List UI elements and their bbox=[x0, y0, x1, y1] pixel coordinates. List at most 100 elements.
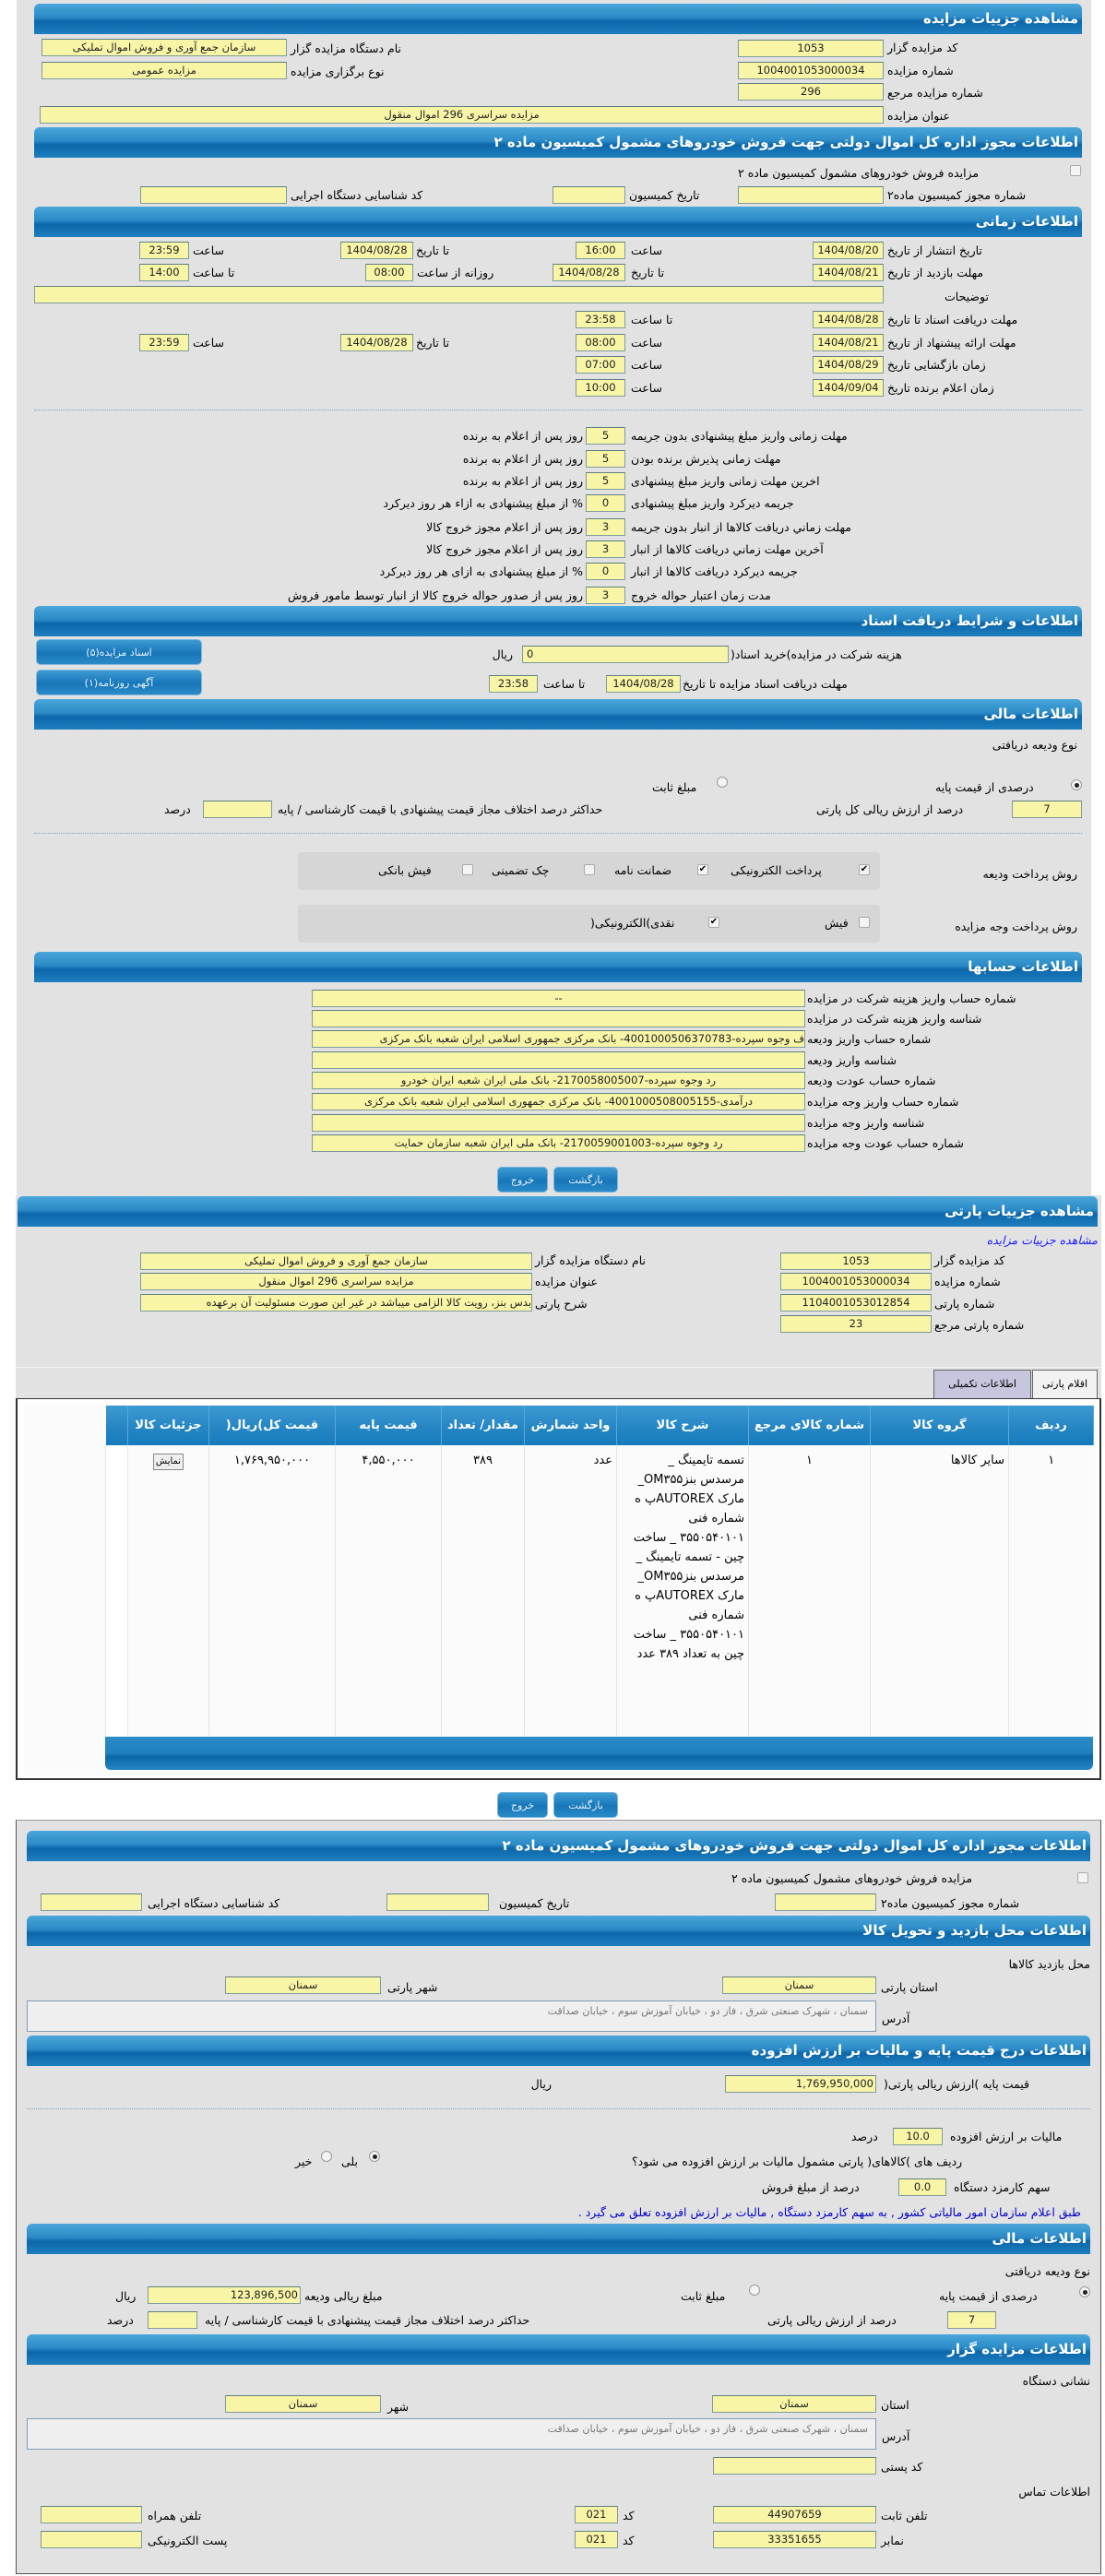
auction-title-field[interactable]: مزایده سراسری 296 اموال منقول bbox=[40, 106, 884, 124]
deposit-method-checkbox-guarantee[interactable]: ✔ bbox=[697, 864, 708, 875]
deadline-field[interactable]: 3 bbox=[586, 540, 625, 558]
deadline-field[interactable]: 5 bbox=[586, 427, 625, 445]
visit-from-field[interactable]: 1404/08/21 bbox=[813, 264, 884, 281]
permit2-date-field[interactable] bbox=[386, 1893, 489, 1911]
deadline-field[interactable]: 5 bbox=[586, 472, 625, 490]
publish-to-field[interactable]: 1404/08/28 bbox=[340, 242, 413, 259]
account-field[interactable] bbox=[312, 1010, 805, 1027]
party-code-field[interactable]: 1053 bbox=[780, 1252, 932, 1270]
delivery-address-field[interactable]: سمنان ، شهرک صنعتی شرق ، فاز دو ، خیابان… bbox=[27, 2000, 876, 2032]
offer-to-field[interactable]: 1404/08/28 bbox=[340, 334, 413, 351]
account-field[interactable] bbox=[312, 1114, 805, 1132]
docs-deadline-time-field[interactable]: 23:58 bbox=[576, 311, 625, 328]
docs-deadline-time-field[interactable]: 23:58 bbox=[489, 675, 538, 693]
deposit-method-checkbox-electronic[interactable]: ✔ bbox=[859, 864, 870, 875]
winner-date-field[interactable]: 1404/09/04 bbox=[813, 379, 884, 397]
party-org-field[interactable]: سازمان جمع آوری و فروش اموال تملیکی bbox=[140, 1252, 532, 1270]
offer-from-time-field[interactable]: 08:00 bbox=[576, 334, 625, 351]
permit-checkbox[interactable] bbox=[1070, 165, 1081, 176]
fixed-radio[interactable] bbox=[717, 777, 728, 788]
org-city-field[interactable]: سمنان bbox=[225, 2395, 381, 2413]
deposit-method-checkbox-cheque[interactable] bbox=[584, 864, 595, 875]
permit2-number-field[interactable] bbox=[775, 1893, 876, 1911]
open-time-field[interactable]: 07:00 bbox=[576, 356, 625, 374]
publish-to-time-field[interactable]: 23:59 bbox=[139, 242, 189, 259]
max-diff-field[interactable] bbox=[203, 801, 272, 818]
fax-code-field[interactable]: 021 bbox=[575, 2531, 618, 2548]
vat-yes-radio[interactable] bbox=[369, 2151, 380, 2162]
auction-code-field[interactable]: 1053 bbox=[738, 40, 884, 57]
phone-code-field[interactable]: 021 bbox=[575, 2506, 618, 2523]
auction-number-field[interactable]: 1004001053000034 bbox=[738, 62, 884, 79]
publish-from-time-field[interactable]: 16:00 bbox=[576, 242, 625, 259]
deadline-field[interactable]: 5 bbox=[586, 450, 625, 468]
offer-from-field[interactable]: 1404/08/21 bbox=[813, 334, 884, 351]
deposit-method-checkbox-bank-slip[interactable] bbox=[462, 864, 473, 875]
permit-date-field[interactable] bbox=[552, 186, 625, 204]
deposit-amount-field[interactable]: 123,896,500 bbox=[148, 2286, 301, 2304]
daily-to-field[interactable]: 14:00 bbox=[139, 264, 189, 281]
timing-desc-field[interactable] bbox=[34, 286, 884, 303]
docs-deadline-date-field[interactable]: 1404/08/28 bbox=[606, 675, 681, 693]
payment-method-checkbox-cash[interactable]: ✔ bbox=[708, 917, 719, 928]
auction-type-field[interactable]: مزایده عمومی bbox=[42, 62, 287, 79]
tab-party-items[interactable]: اقلام پارتی bbox=[1032, 1370, 1098, 1398]
party-desc-field[interactable]: بدس بنز، رویت کالا الزامی میباشد در غیر … bbox=[140, 1294, 532, 1312]
fax-field[interactable]: 33351655 bbox=[713, 2531, 876, 2548]
tab-supplementary[interactable]: اطلاعات تکمیلی bbox=[933, 1370, 1031, 1398]
fee-field[interactable]: 0.0 bbox=[898, 2178, 946, 2196]
finance2-percent-field[interactable]: 7 bbox=[947, 2311, 996, 2329]
exec-code-field[interactable] bbox=[140, 186, 287, 204]
party-ref-field[interactable]: 23 bbox=[780, 1315, 932, 1333]
account-field[interactable] bbox=[312, 1051, 805, 1069]
winner-time-field[interactable]: 10:00 bbox=[576, 379, 625, 397]
org-address-field[interactable]: سمنان ، شهرک صنعتی شرق ، فاز دو ، خیابان… bbox=[27, 2418, 876, 2450]
phone-field[interactable]: 44907659 bbox=[713, 2506, 876, 2523]
party-auction-number-field[interactable]: 1004001053000034 bbox=[780, 1273, 932, 1290]
show-details-button[interactable]: نمایش bbox=[152, 1454, 184, 1470]
open-date-field[interactable]: 1404/08/29 bbox=[813, 356, 884, 374]
account-field[interactable]: -- bbox=[312, 990, 805, 1007]
auction-org-field[interactable]: سازمان جمع آوری و فروش اموال تملیکی bbox=[42, 39, 287, 56]
deadline-field[interactable]: 3 bbox=[586, 518, 625, 536]
permit2-checkbox[interactable] bbox=[1077, 1872, 1088, 1883]
party-subtitle-link[interactable]: مشاهده جزیيات مزایده bbox=[986, 1233, 1098, 1247]
account-field[interactable]: رد وجوه سپرده-2170059001003- بانک ملی ای… bbox=[312, 1134, 805, 1152]
deadline-field[interactable]: 3 bbox=[586, 587, 625, 604]
exit-button[interactable]: خروج bbox=[497, 1167, 548, 1193]
account-field[interactable]: رد وجوه سپرده-2170058005007- بانک ملی ای… bbox=[312, 1072, 805, 1089]
auction-documents-button[interactable]: اسناد مزایده(۵) bbox=[36, 639, 202, 665]
finance2-percent-radio[interactable] bbox=[1079, 2286, 1090, 2297]
percent-radio[interactable] bbox=[1071, 779, 1082, 790]
visit-to-field[interactable]: 1404/08/28 bbox=[552, 264, 625, 281]
permit-number-field[interactable] bbox=[738, 186, 884, 204]
mobile-field[interactable] bbox=[41, 2506, 142, 2523]
deadline-field[interactable]: 0 bbox=[586, 494, 625, 512]
newspaper-ad-button[interactable]: آگهی روزنامه(۱) bbox=[36, 670, 202, 695]
deposit-percent-field[interactable]: 7 bbox=[1012, 801, 1082, 818]
deadline-field[interactable]: 0 bbox=[586, 563, 625, 580]
delivery-province-field[interactable]: سمنان bbox=[722, 1977, 876, 1994]
party-number-field[interactable]: 1104001053012854 bbox=[780, 1294, 932, 1312]
daily-from-field[interactable]: 08:00 bbox=[365, 264, 413, 281]
delivery-city-field[interactable]: سمنان bbox=[225, 1977, 381, 1994]
permit2-exec-code-field[interactable] bbox=[41, 1893, 142, 1911]
publish-from-field[interactable]: 1404/08/20 bbox=[813, 242, 884, 259]
vat-field[interactable]: 10.0 bbox=[893, 2128, 943, 2145]
base-price-field[interactable]: 1,769,950,000 bbox=[725, 2075, 876, 2093]
offer-to-time-field[interactable]: 23:59 bbox=[139, 334, 189, 351]
finance2-max-diff-field[interactable] bbox=[148, 2311, 197, 2329]
party-title-field[interactable]: مزایده سراسری 296 اموال منقول bbox=[140, 1273, 532, 1290]
vat-no-radio[interactable] bbox=[321, 2151, 332, 2162]
back-button[interactable]: بازگشت bbox=[553, 1167, 618, 1193]
docs-cost-field[interactable]: 0 bbox=[522, 646, 729, 663]
postal-code-field[interactable] bbox=[713, 2457, 876, 2475]
account-field[interactable]: ف وجوه سپرده-4001000506370783- بانک مرکز… bbox=[312, 1030, 805, 1048]
email-field[interactable] bbox=[41, 2531, 142, 2548]
account-field[interactable]: درآمدی-4001000508005155- بانک مرکزی جمهو… bbox=[312, 1093, 805, 1110]
finance2-fixed-radio[interactable] bbox=[749, 2285, 760, 2296]
auction-ref-field[interactable]: 296 bbox=[738, 83, 884, 101]
exit-button-2[interactable]: خروج bbox=[497, 1792, 548, 1818]
payment-method-checkbox-slip[interactable] bbox=[859, 917, 870, 928]
org-province-field[interactable]: سمنان bbox=[712, 2395, 876, 2413]
